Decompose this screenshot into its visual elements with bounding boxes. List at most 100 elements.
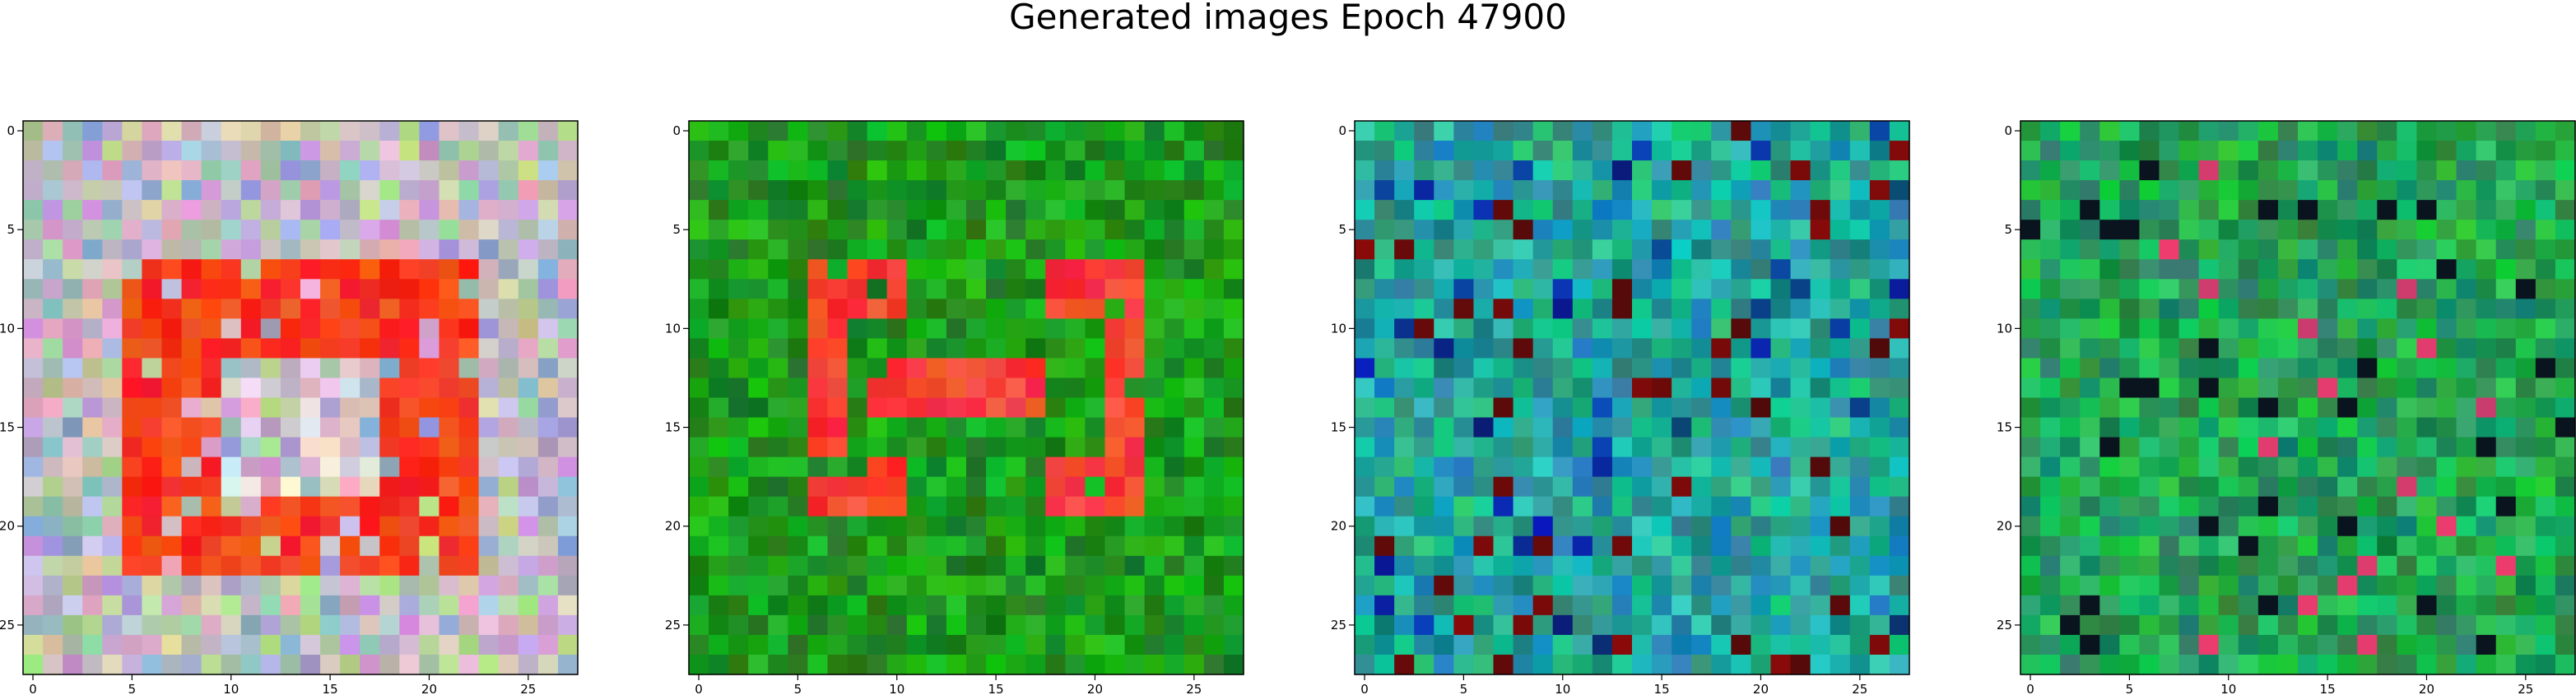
pixel-cell: [1711, 220, 1732, 240]
pixel-cell: [2139, 555, 2160, 577]
pixel-cell: [498, 141, 519, 161]
pixel-cell: [1552, 160, 1574, 181]
x-tick-label: 15: [988, 682, 1004, 695]
pixel-cell: [2020, 555, 2041, 577]
pixel-cell: [300, 200, 321, 220]
pixel-cell: [2555, 437, 2576, 458]
pixel-cell: [320, 160, 341, 181]
pixel-cell: [1473, 141, 1495, 161]
pixel-cell: [1065, 259, 1086, 280]
pixel-cell: [2337, 555, 2358, 577]
pixel-cell: [1164, 634, 1185, 656]
pixel-cell: [1065, 220, 1086, 240]
pixel-cell: [419, 456, 440, 478]
pixel-cell: [1592, 259, 1613, 280]
pixel-cell: [2535, 299, 2556, 319]
pixel-cell: [986, 239, 1007, 260]
pixel-cell: [748, 535, 769, 557]
pixel-cell: [1572, 121, 1593, 141]
pixel-cell: [1552, 437, 1574, 458]
pixel-cell: [1473, 555, 1495, 577]
pixel-cell: [847, 614, 868, 636]
pixel-cell: [63, 220, 83, 240]
pixel-cell: [2515, 200, 2536, 220]
pixel-cell: [1513, 595, 1534, 616]
pixel-cell: [1124, 378, 1146, 399]
pixel-cell: [498, 338, 519, 359]
pixel-cell: [1394, 299, 1415, 319]
pixel-cell: [1552, 417, 1574, 438]
pixel-cell: [458, 476, 480, 498]
pixel-cell: [181, 634, 202, 656]
pixel-cell: [2416, 239, 2438, 260]
pixel-cell: [1104, 555, 1126, 577]
pixel-cell: [43, 220, 63, 240]
pixel-cell: [966, 417, 987, 438]
pixel-cell: [379, 318, 400, 339]
pixel-cell: [1025, 535, 1046, 557]
pixel-cell: [2218, 555, 2239, 577]
pixel-cell: [1672, 318, 1692, 339]
pixel-cell: [1790, 220, 1811, 240]
pixel-cell: [2397, 654, 2418, 675]
pixel-cell: [1672, 141, 1692, 161]
pixel-cell: [102, 141, 123, 161]
pixel-cell: [1711, 634, 1732, 656]
pixel-cell: [221, 160, 242, 181]
pixel-cell: [1751, 220, 1772, 240]
pixel-cell: [1592, 299, 1613, 319]
pixel-cell: [2277, 535, 2299, 557]
pixel-cell: [1731, 259, 1752, 280]
pixel-cell: [2416, 318, 2438, 339]
pixel-cell: [2099, 200, 2120, 220]
pixel-cell: [1770, 397, 1792, 419]
pixel-cell: [63, 338, 83, 359]
pixel-cell: [1513, 555, 1534, 577]
pixel-cell: [2277, 397, 2299, 419]
pixel-cell: [439, 279, 460, 299]
pixel-cell: [300, 160, 321, 181]
pixel-cell: [23, 318, 44, 339]
pixel-cell: [1355, 476, 1375, 498]
pixel-cell: [867, 417, 888, 438]
pixel-cell: [2397, 496, 2418, 517]
pixel-cell: [1830, 496, 1851, 517]
pixel-cell: [537, 299, 559, 319]
pixel-cell: [260, 318, 281, 339]
pixel-cell: [439, 378, 460, 399]
pixel-cell: [340, 456, 360, 478]
pixel-cell: [498, 614, 519, 636]
pixel-cell: [1434, 220, 1454, 240]
pixel-cell: [748, 555, 769, 577]
pixel-cell: [1355, 555, 1375, 577]
pixel-cell: [537, 575, 559, 596]
pixel-cell: [867, 299, 888, 319]
pixel-cell: [906, 279, 928, 299]
x-tick-label: 0: [695, 682, 703, 695]
pixel-cell: [2535, 595, 2556, 616]
pixel-cell: [498, 121, 519, 141]
pixel-cell: [2476, 358, 2497, 379]
pixel-cell: [240, 220, 262, 240]
pixel-cell: [498, 476, 519, 498]
pixel-cell: [201, 121, 222, 141]
pixel-cell: [1731, 378, 1752, 399]
y-tick-label: 20: [0, 519, 15, 534]
pixel-cell: [1164, 279, 1185, 299]
pixel-cell: [161, 259, 183, 280]
pixel-cell: [2397, 239, 2418, 260]
pixel-cell: [1869, 259, 1890, 280]
pixel-cell: [181, 180, 202, 201]
pixel-cell: [946, 200, 967, 220]
pixel-cell: [280, 614, 301, 636]
pixel-cell: [1572, 141, 1593, 161]
pixel-cell: [1124, 614, 1146, 636]
pixel-cell: [2099, 575, 2120, 596]
pixel-cell: [926, 299, 947, 319]
pixel-cell: [1203, 259, 1225, 280]
pixel-cell: [82, 358, 103, 379]
pixel-cell: [1124, 397, 1146, 419]
pixel-cell: [1790, 516, 1811, 537]
pixel-cell: [2436, 516, 2457, 537]
pixel-cell: [181, 476, 202, 498]
